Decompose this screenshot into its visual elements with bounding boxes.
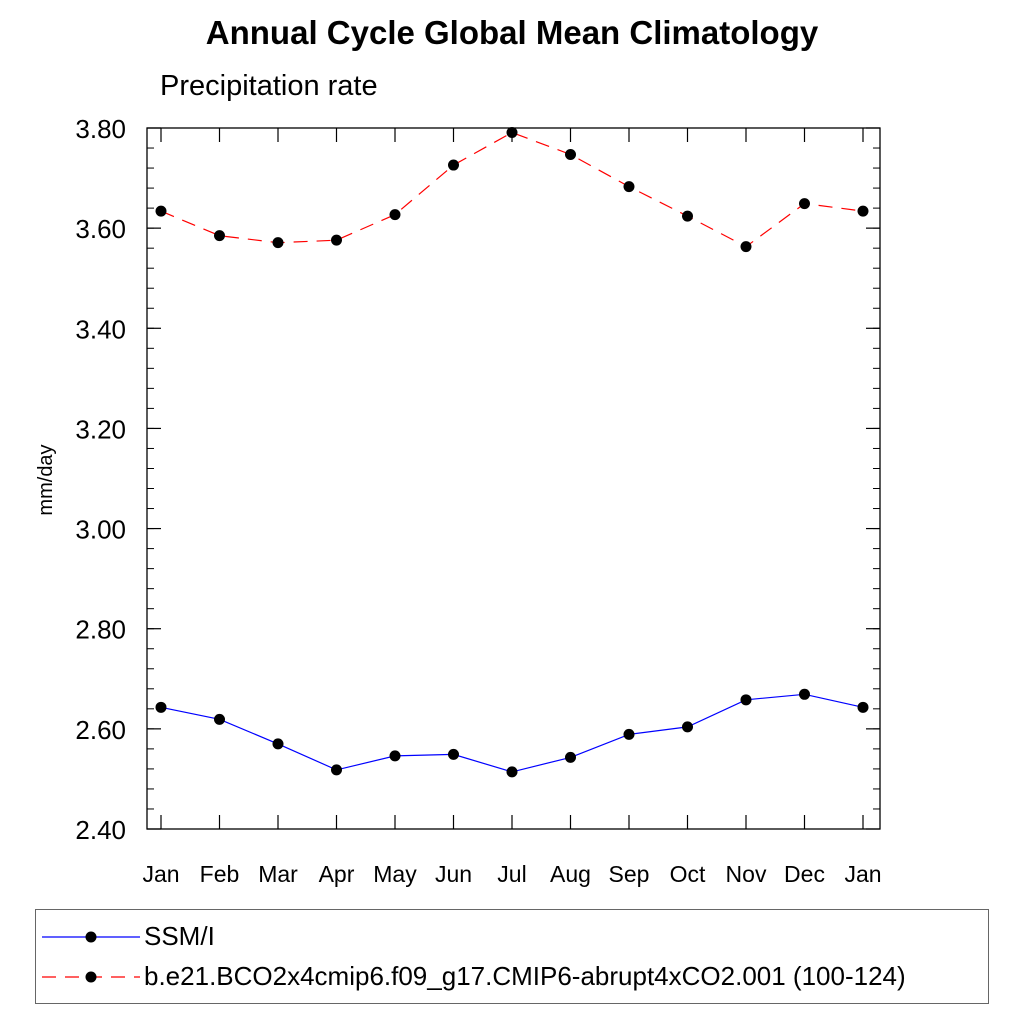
series-1-point: [331, 764, 342, 776]
series-line-1: [160, 693, 864, 773]
legend: SSM/I b.e21.BCO2x4cmip6.f09_g17.CMIP6-ab…: [35, 909, 989, 1004]
series-1-point: [857, 701, 869, 713]
x-tick-label: Feb: [200, 861, 240, 887]
series-2-point: [857, 205, 869, 217]
y-tick-label: 2.40: [75, 815, 126, 845]
series-1-point: [448, 748, 459, 760]
series-2-point: [272, 237, 284, 249]
x-tick-label: Nov: [726, 861, 767, 887]
x-tick-label: May: [373, 861, 417, 887]
y-tick-label: 2.60: [75, 715, 126, 745]
series-2-point: [799, 198, 810, 210]
series-2-point: [155, 205, 167, 217]
series-1-point: [506, 766, 518, 778]
series-2-point: [740, 241, 752, 253]
series-2-point: [214, 230, 225, 242]
series-line-2: [160, 131, 864, 248]
legend-item-series-1: SSM/I: [36, 917, 986, 957]
x-tick-label: Jul: [497, 861, 526, 887]
series-2-point: [682, 210, 693, 222]
series-1-point: [214, 713, 225, 725]
series-1-point: [799, 688, 810, 700]
x-tick-label: Sep: [609, 861, 650, 887]
y-tick-label: 3.40: [75, 314, 126, 344]
y-tick-label: 2.80: [75, 615, 126, 645]
y-tick-label: 3.60: [75, 214, 126, 244]
x-tick-label: Apr: [319, 861, 355, 887]
series-1-point: [389, 750, 401, 762]
y-tick-label: 3.20: [75, 414, 126, 444]
series-2-point: [331, 234, 342, 246]
plot-frame: [146, 127, 881, 830]
x-tick-label: Jan: [142, 861, 179, 887]
series-1-point: [155, 701, 167, 713]
y-tick-label: 3.00: [75, 515, 126, 545]
y-tick-label: 3.80: [75, 114, 126, 144]
x-tick-label: Dec: [784, 861, 825, 887]
legend-item-series-2: b.e21.BCO2x4cmip6.f09_g17.CMIP6-abrupt4x…: [36, 957, 986, 997]
legend-marker-series-1: [42, 931, 140, 943]
series-1-point: [565, 751, 576, 763]
legend-label-series-1: SSM/I: [144, 921, 215, 951]
series-1-point: [682, 721, 693, 733]
series-2-point: [389, 209, 401, 221]
x-tick-label: Jun: [435, 861, 472, 887]
line-chart: 2.40 2.60 2.80 3.00 3.20 3.40 3.60 3.80 Jan Feb Ma…: [35, 114, 882, 887]
y-axis-label: mm/day: [35, 444, 57, 515]
x-tick-label: Mar: [258, 861, 298, 887]
legend-marker-series-2: [42, 971, 140, 983]
series-2-point: [565, 149, 576, 161]
chart-title: Annual Cycle Global Mean Climatology: [205, 14, 819, 51]
x-tick-label: Oct: [670, 861, 706, 887]
series-1-point: [272, 738, 284, 750]
series-2-point: [506, 127, 518, 139]
series-1-point: [623, 728, 635, 740]
series-2-point: [448, 159, 459, 171]
chart-subtitle: Precipitation rate: [160, 70, 378, 102]
legend-label-series-2: b.e21.BCO2x4cmip6.f09_g17.CMIP6-abrupt4x…: [144, 961, 906, 991]
x-tick-label: Aug: [550, 861, 591, 887]
series-1-point: [740, 694, 752, 706]
series-2-point: [623, 181, 635, 193]
x-tick-label: Jan: [844, 861, 881, 887]
